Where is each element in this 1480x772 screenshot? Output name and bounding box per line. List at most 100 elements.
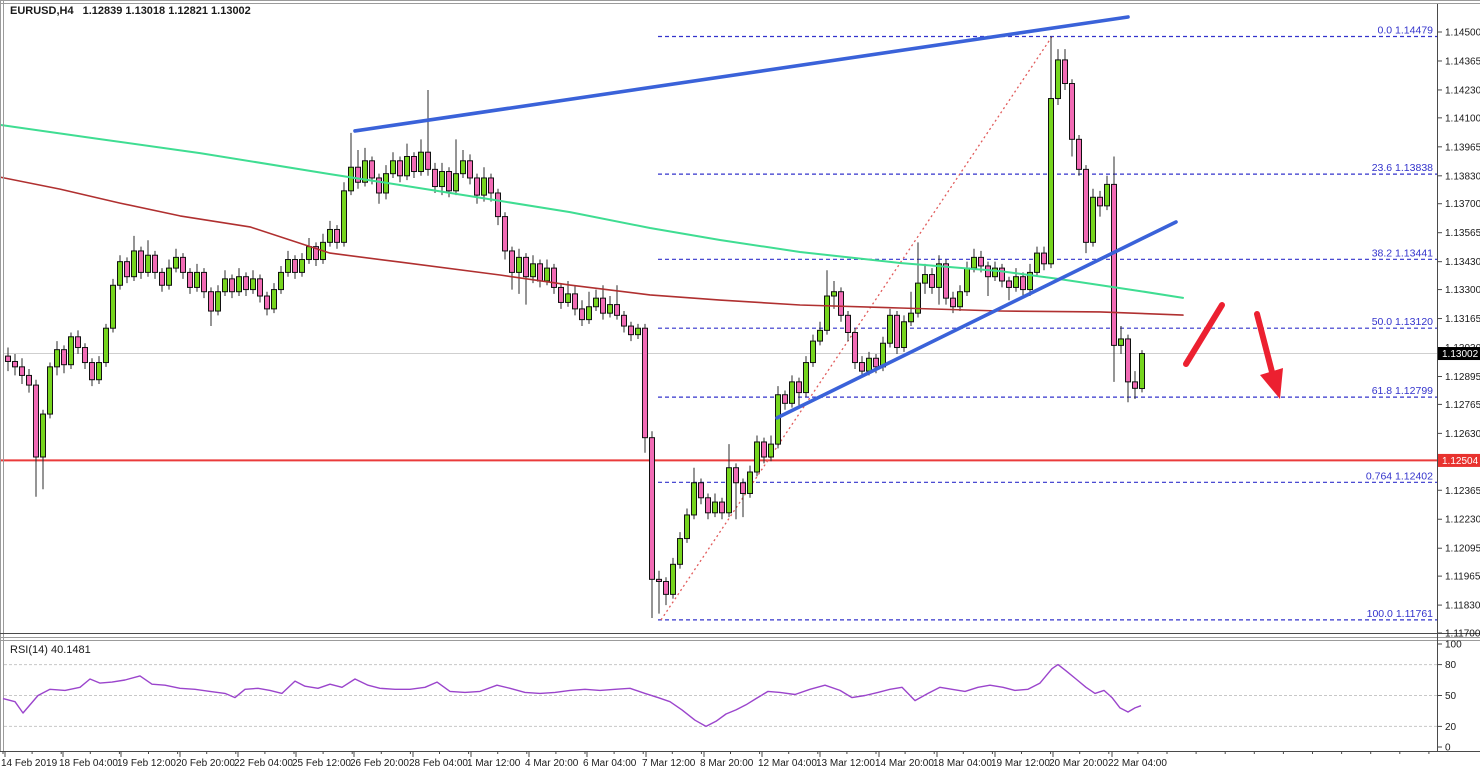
- chart-title-ohlc: 1.12839 1.13018 1.12821 1.13002: [82, 5, 251, 17]
- bear-candle: [1111, 183, 1117, 346]
- fib-label-0-764: 0.764 1.12402: [1366, 470, 1433, 482]
- bear-candle: [19, 366, 25, 376]
- bear-candle: [257, 278, 263, 297]
- svg-text:1.13300: 1.13300: [1445, 285, 1480, 296]
- pane-borders: [0, 4, 1480, 752]
- bear-candle: [1125, 338, 1131, 383]
- bear-candle: [124, 261, 130, 278]
- time-label: 13 Mar 12:00: [816, 758, 875, 769]
- fib-level-50-0[interactable]: 50.0 1.13120: [658, 316, 1437, 329]
- arrow-head: [1260, 368, 1283, 399]
- bull-candle: [1048, 98, 1054, 265]
- bull-candle: [40, 413, 46, 458]
- bull-candle: [831, 291, 837, 297]
- rsi-indicator-label: RSI(14) 40.1481: [10, 644, 91, 656]
- bear-candle: [152, 254, 158, 273]
- time-label: 19 Feb 12:00: [117, 758, 176, 769]
- svg-text:1.11965: 1.11965: [1445, 572, 1480, 583]
- bear-candle: [243, 276, 249, 291]
- time-label: 12 Mar 04:00: [758, 758, 817, 769]
- bull-candle: [96, 362, 102, 381]
- bull-candle: [817, 329, 823, 342]
- bear-candle: [208, 291, 214, 312]
- bull-candle: [1118, 338, 1124, 346]
- bear-candle: [1069, 83, 1075, 140]
- bull-candle: [278, 271, 284, 291]
- chart-title-symbol: EURUSD,H4: [10, 5, 74, 17]
- time-label: 1 Mar 12:00: [467, 758, 521, 769]
- time-label: 25 Feb 12:00: [292, 758, 351, 769]
- bear-candle: [600, 297, 606, 314]
- bull-candle: [789, 381, 795, 404]
- bull-candle: [173, 256, 179, 269]
- bull-candle: [453, 173, 459, 192]
- rsi-axis-labels: 100 80 50 20 0: [1437, 640, 1462, 754]
- bull-candle: [726, 467, 732, 514]
- fib-label-100-0: 100.0 1.11761: [1367, 608, 1434, 620]
- bull-candle: [68, 336, 74, 366]
- svg-text:1.12230: 1.12230: [1445, 515, 1480, 526]
- bull-candle: [439, 171, 445, 188]
- bear-candle: [1083, 168, 1089, 243]
- bear-candle: [264, 295, 270, 310]
- bull-candle: [957, 291, 963, 308]
- fib-level-38-2[interactable]: 38.2 1.13441: [658, 247, 1437, 260]
- time-label: 20 Mar 20:00: [1049, 758, 1108, 769]
- fib-label-61-8: 61.8 1.12799: [1372, 385, 1433, 397]
- rsi-pane: [2, 663, 1437, 728]
- bull-candle: [712, 501, 718, 514]
- bear-candle: [138, 250, 144, 273]
- trendline-lower[interactable]: [775, 220, 1178, 420]
- svg-text:1.13165: 1.13165: [1445, 314, 1480, 325]
- bear-candle: [1076, 138, 1082, 170]
- bear-candle: [33, 384, 39, 458]
- bull-candle: [418, 151, 424, 173]
- main-plot-area[interactable]: [4, 5, 1437, 633]
- red-arrow-annotation-1[interactable]: [1183, 302, 1225, 367]
- bull-candle: [691, 482, 697, 516]
- chart-surfaces: [0, 5, 1480, 771]
- bear-candle: [411, 155, 417, 173]
- bull-candle: [250, 278, 256, 291]
- fib-level-0-0[interactable]: 0.0 1.14479: [658, 25, 1437, 38]
- svg-text:80: 80: [1445, 660, 1457, 671]
- svg-text:1.12504: 1.12504: [1442, 456, 1479, 467]
- fib-diagonal-line[interactable]: [660, 36, 1053, 621]
- red-arrow-annotation-2[interactable]: [1254, 311, 1283, 399]
- bull-candle: [586, 306, 592, 321]
- bear-candle: [579, 308, 585, 321]
- bull-candle: [768, 443, 774, 458]
- time-label: 19 Mar 12:00: [991, 758, 1050, 769]
- bull-candle: [1027, 271, 1033, 291]
- svg-text:1.13965: 1.13965: [1445, 142, 1480, 153]
- bear-candle: [873, 357, 879, 368]
- bull-candle: [341, 190, 347, 243]
- bear-candle: [621, 314, 627, 327]
- bear-candle: [5, 355, 11, 362]
- fib-level-100-0[interactable]: 100.0 1.11761: [658, 608, 1437, 621]
- bull-candle: [866, 357, 872, 372]
- bear-candle: [796, 381, 802, 394]
- fib-level-0-764[interactable]: 0.764 1.12402: [658, 470, 1437, 483]
- bear-candle: [467, 160, 473, 179]
- bear-candle: [943, 263, 949, 299]
- bull-candle: [887, 314, 893, 344]
- trendline-upper[interactable]: [353, 15, 1130, 133]
- bull-candle: [117, 261, 123, 286]
- bull-candle: [285, 259, 291, 273]
- bull-candle: [964, 267, 970, 293]
- time-label: 22 Feb 04:00: [234, 758, 293, 769]
- fib-level-23-6[interactable]: 23.6 1.13838: [658, 162, 1437, 175]
- bull-candle: [971, 256, 977, 269]
- bull-candle: [565, 293, 571, 303]
- bear-candle: [313, 246, 319, 261]
- bull-candle: [47, 366, 53, 415]
- bull-candle: [1034, 252, 1040, 273]
- bear-candle: [488, 177, 494, 194]
- bear-candle: [894, 314, 900, 349]
- svg-text:1.12895: 1.12895: [1445, 372, 1480, 383]
- bear-candle: [425, 151, 431, 170]
- bull-candle: [670, 563, 676, 595]
- bull-candle: [299, 259, 305, 273]
